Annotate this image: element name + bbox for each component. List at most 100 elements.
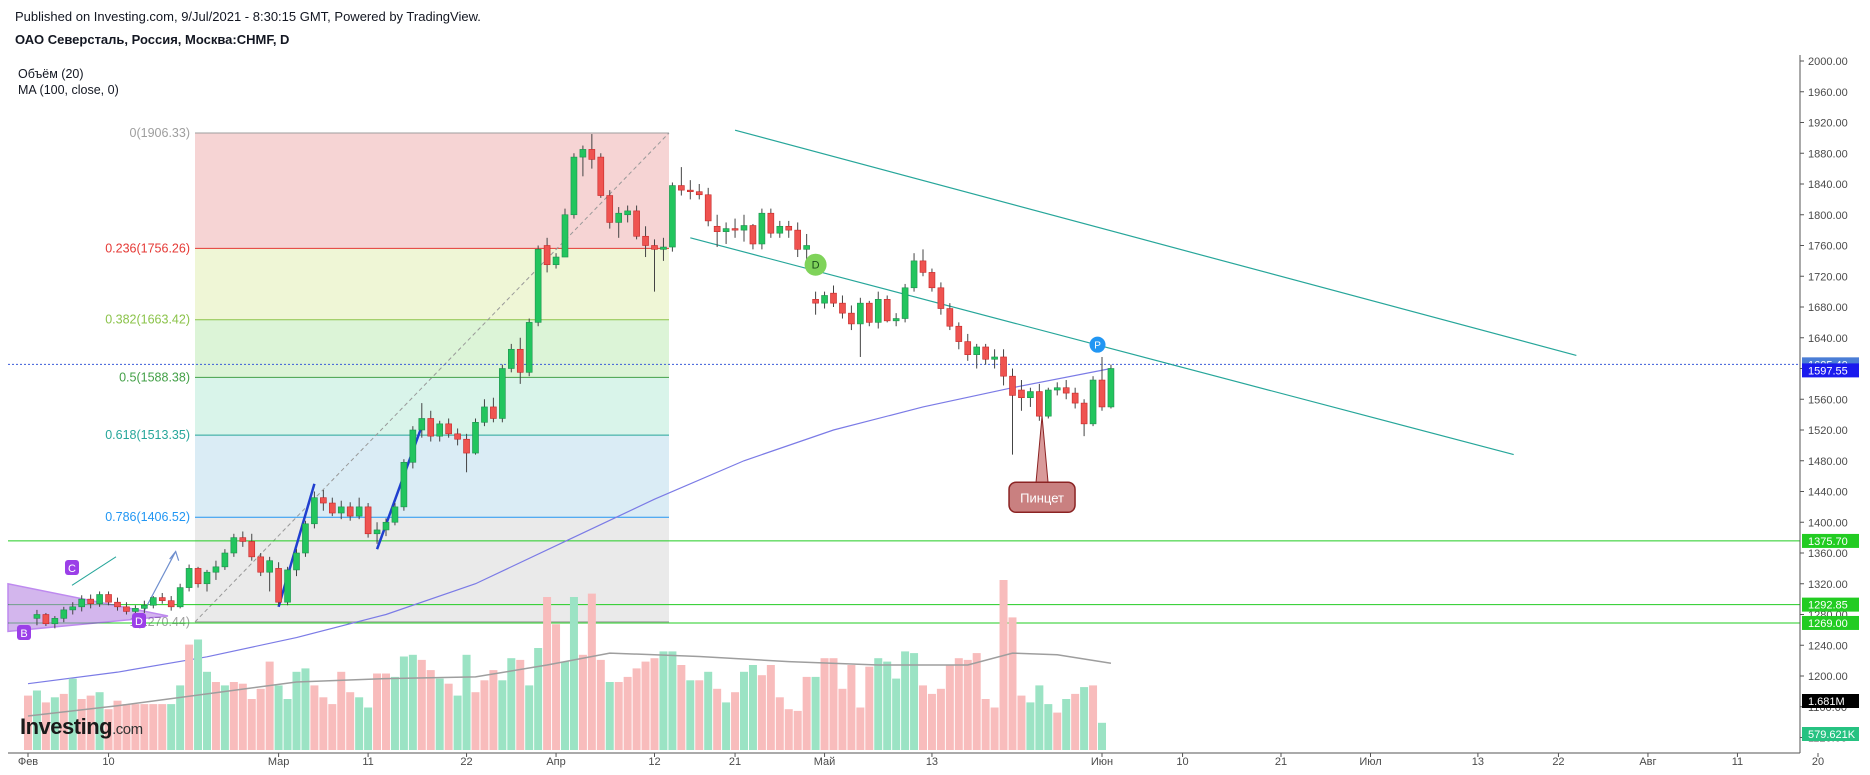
candle-body <box>203 571 211 585</box>
ma-indicator-label[interactable]: MA (100, close, 0) <box>18 83 119 97</box>
volume-bar <box>131 704 140 750</box>
candle-body <box>391 506 399 523</box>
candle-body <box>892 318 900 322</box>
x-tick-label: 20 <box>1812 756 1824 768</box>
candle-body <box>695 191 703 196</box>
y-tick-label: 1760.00 <box>1808 241 1848 253</box>
volume-bar <box>883 661 892 750</box>
candle-body <box>230 537 238 554</box>
volume-bar <box>740 671 748 750</box>
volume-bar <box>364 707 373 750</box>
candle-body <box>176 587 184 608</box>
volume-bar <box>158 704 167 750</box>
volume-bar <box>865 666 874 750</box>
candle-body <box>248 541 256 558</box>
volume-bar <box>856 707 865 750</box>
volume-bar <box>901 651 910 750</box>
y-tick-label: 1520.00 <box>1808 425 1848 437</box>
candle-body <box>740 225 748 231</box>
volume-bar <box>927 693 936 750</box>
volume-bar <box>766 665 775 750</box>
volume-bar <box>247 699 256 750</box>
candle-body <box>212 566 220 573</box>
volume-bar <box>793 710 802 750</box>
pattern-point-box <box>17 625 31 640</box>
candle-body <box>266 560 273 573</box>
candle-body <box>400 461 408 508</box>
volume-bar <box>650 658 659 750</box>
x-tick-label: 21 <box>729 756 741 768</box>
volume-bar <box>811 676 820 750</box>
y-tick-label: 1720.00 <box>1808 271 1848 283</box>
candle-body <box>758 212 766 245</box>
candle-body <box>865 302 873 323</box>
candle-body <box>794 229 802 250</box>
x-tick-label: Июл <box>1359 756 1381 768</box>
y-tick-label: 1840.00 <box>1808 179 1848 191</box>
candle-body <box>785 225 793 231</box>
volume-bar <box>68 678 77 750</box>
candle-body <box>150 597 157 606</box>
volume-bar <box>113 700 122 750</box>
callout-box <box>1008 481 1076 514</box>
volume-badge <box>1802 694 1859 708</box>
price-badge <box>1802 615 1859 630</box>
candle-body <box>713 225 721 232</box>
pattern-point-label: B <box>20 628 27 640</box>
logo-suffix: .com <box>112 721 143 738</box>
candle-body <box>704 194 712 222</box>
candle-body <box>660 246 667 250</box>
x-tick-label: Апр <box>546 756 565 768</box>
candle-body <box>803 245 810 250</box>
candle-body <box>78 598 85 608</box>
candle-body <box>901 287 909 319</box>
volume-bar <box>408 654 417 750</box>
volume-bar <box>373 673 382 750</box>
candle-body <box>436 423 444 437</box>
x-tick-label: Мар <box>268 756 290 768</box>
candle-body <box>955 325 963 342</box>
volume-bar <box>301 668 310 750</box>
price-badge <box>1802 363 1859 378</box>
volume-bar <box>390 676 399 750</box>
volume-bar <box>713 688 722 750</box>
y-tick-label: 1680.00 <box>1808 302 1848 314</box>
volume-bar <box>552 624 561 750</box>
candle-body <box>606 195 614 223</box>
volume-bar <box>1017 695 1026 750</box>
volume-bar <box>1080 687 1089 750</box>
fib-zone <box>195 517 669 622</box>
fib-level-label: 0.382(1663.42) <box>105 313 190 327</box>
candle-body <box>776 225 784 234</box>
y-tick-label: 1240.00 <box>1808 640 1848 652</box>
volume-bar <box>757 675 766 750</box>
volume-bar <box>346 692 355 750</box>
volume-bar <box>722 702 731 750</box>
pattern-point-label: D <box>135 616 143 628</box>
marker-d-circle <box>804 253 827 276</box>
logo-main: Investing <box>20 714 113 739</box>
candle-body <box>722 228 730 232</box>
volume-bar <box>399 656 408 750</box>
candle-body <box>937 287 945 309</box>
candle-body <box>499 368 506 419</box>
candle-body <box>1107 368 1115 408</box>
y-tick-label: 1640.00 <box>1808 333 1848 345</box>
volume-bar <box>149 704 158 750</box>
candle-body <box>731 228 739 231</box>
candle-body <box>821 295 828 304</box>
candle-body <box>507 348 515 369</box>
volume-bar <box>355 697 364 750</box>
candle-body <box>114 601 121 608</box>
volume-bar <box>507 658 516 750</box>
candle-body <box>60 609 68 619</box>
volume-bar <box>695 680 704 750</box>
volume-indicator-label[interactable]: Объём (20) <box>18 67 84 81</box>
y-tick-label: 1880.00 <box>1808 148 1848 160</box>
candle-body <box>418 418 426 431</box>
y-tick-label: 1560.00 <box>1808 394 1848 406</box>
candle-body <box>1062 387 1070 394</box>
volume-bar <box>382 673 390 750</box>
y-tick-label: 1320.00 <box>1808 579 1848 591</box>
